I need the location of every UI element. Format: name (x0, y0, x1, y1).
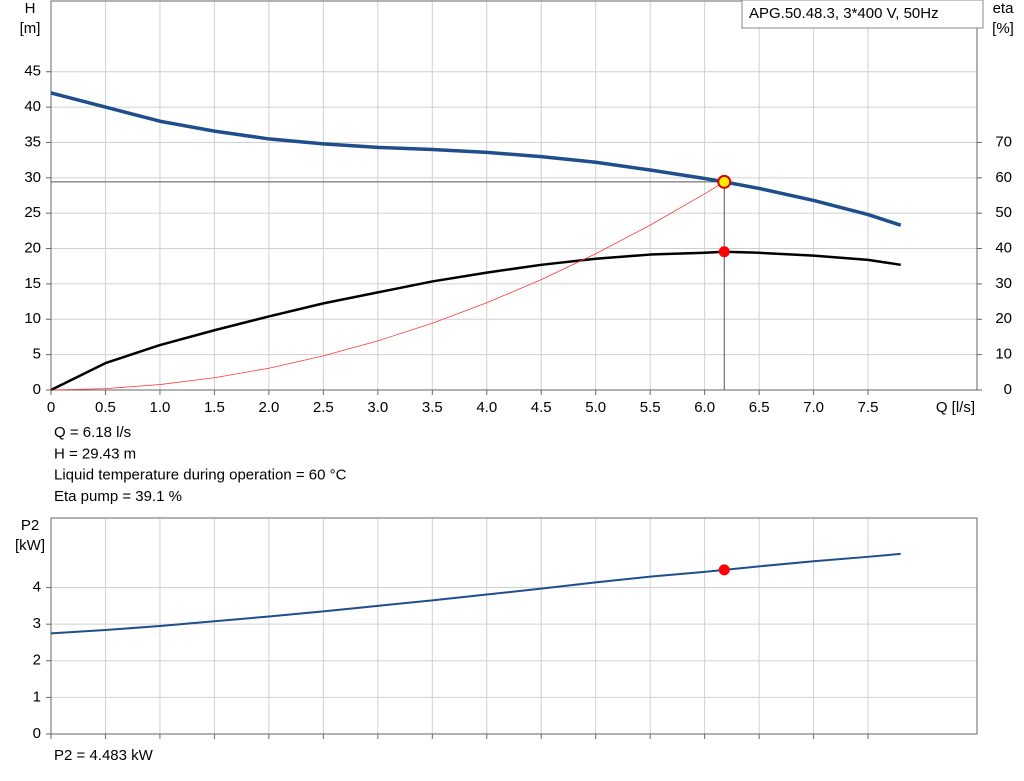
y-tick-label: 4 (33, 579, 41, 596)
y-tick-label: 1 (33, 688, 41, 705)
curve (50, 552, 901, 635)
x-tick-label: 0 (47, 399, 55, 416)
y2-tick-label: 70 (995, 133, 1012, 150)
y-tick-label: 0 (33, 725, 41, 742)
x-tick-label: 0.5 (95, 399, 116, 416)
chart-panel: 0 0.5 1.0 1.5 2.0 2.5 3.0 3.5 4.0 4.5 5.0 5.5 6.0 6.5… (20, 0, 1015, 505)
y-axis-label: [kW] (15, 537, 45, 554)
chart-panel: 0 1 2 3 4 P2 [kW] P2 = 4.483 kW (15, 517, 978, 764)
operating-point (718, 564, 730, 576)
y-tick-label: 35 (24, 133, 41, 150)
x-tick-label: 4.5 (531, 399, 552, 416)
chart-title: APG.50.48.3, 3*400 V, 50Hz (749, 5, 939, 22)
annotation: Liquid temperature during operation = 60… (54, 467, 347, 484)
y-tick-label: 10 (24, 310, 41, 327)
y-tick-label: 20 (24, 240, 41, 257)
y-tick-label: 2 (33, 652, 41, 669)
y-axis-label: H (25, 0, 36, 17)
curve (50, 250, 901, 392)
x-tick-label: 6.5 (749, 399, 770, 416)
x-tick-label: 6.0 (694, 399, 715, 416)
y2-axis-label: [%] (992, 20, 1014, 37)
y2-tick-label: 60 (995, 169, 1012, 186)
y2-tick-label: 20 (995, 310, 1012, 327)
x-tick-label: 2.5 (313, 399, 334, 416)
operating-point (718, 246, 730, 258)
x-tick-label: 1.5 (204, 399, 225, 416)
y-tick-label: 25 (24, 204, 41, 221)
y2-tick-label: 10 (995, 346, 1012, 363)
x-tick-label: 7.0 (803, 399, 824, 416)
x-tick-label: 5.0 (585, 399, 606, 416)
plot-frame (50, 0, 978, 391)
y2-tick-label: 0 (1004, 381, 1012, 398)
x-tick-label: 4.0 (476, 399, 497, 416)
y-tick-label: 45 (24, 63, 41, 80)
y2-tick-label: 40 (995, 240, 1012, 257)
y-tick-label: 40 (24, 98, 41, 115)
curve (50, 181, 725, 391)
x-tick-label: 3.5 (422, 399, 443, 416)
x-tick-label: 7.5 (858, 399, 879, 416)
y2-tick-label: 50 (995, 204, 1012, 221)
y-tick-label: 0 (33, 381, 41, 398)
x-tick-label: 3.0 (367, 399, 388, 416)
x-axis-label: Q [l/s] (936, 399, 975, 416)
x-tick-label: 2.0 (258, 399, 279, 416)
curve (50, 91, 902, 227)
y-tick-label: 30 (24, 169, 41, 186)
operating-point (717, 174, 732, 189)
x-tick-label: 5.5 (640, 399, 661, 416)
y-axis-label: P2 (21, 517, 39, 534)
x-tick-label: 1.0 (150, 399, 171, 416)
title-box (741, 0, 984, 29)
y-tick-label: 3 (33, 615, 41, 632)
y2-tick-label: 30 (995, 275, 1012, 292)
y-tick-label: 15 (24, 275, 41, 292)
y-tick-label: 5 (33, 346, 41, 363)
plot-frame (50, 517, 978, 735)
y-axis-label: [m] (20, 20, 41, 37)
annotation: H = 29.43 m (54, 445, 136, 462)
annotation: P2 = 4.483 kW (54, 747, 154, 764)
annotation: Eta pump = 39.1 % (54, 488, 182, 505)
y2-axis-label: eta (993, 0, 1015, 17)
annotation: Q = 6.18 l/s (54, 424, 131, 441)
